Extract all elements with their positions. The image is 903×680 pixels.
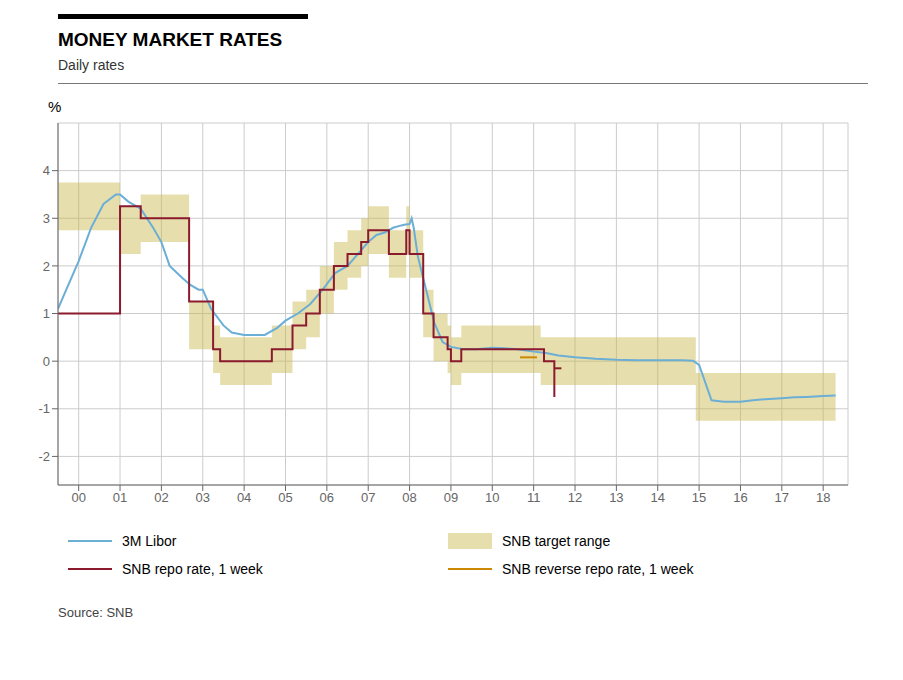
- svg-text:2: 2: [43, 259, 50, 274]
- svg-text:09: 09: [444, 490, 458, 505]
- html-text:SNB target range: SNB target range: [502, 533, 611, 549]
- html-text:Daily rates: Daily rates: [58, 57, 125, 73]
- svg-text:07: 07: [361, 490, 375, 505]
- svg-text:02: 02: [154, 490, 168, 505]
- svg-text:03: 03: [196, 490, 210, 505]
- svg-text:14: 14: [651, 490, 665, 505]
- svg-text:01: 01: [113, 490, 127, 505]
- svg-text:-2: -2: [38, 449, 50, 464]
- html-text:MONEY MARKET RATES: MONEY MARKET RATES: [58, 29, 283, 50]
- svg-text:0: 0: [43, 354, 50, 369]
- svg-text:18: 18: [816, 490, 830, 505]
- html-text:SNB reverse repo rate, 1 week: SNB reverse repo rate, 1 week: [502, 561, 694, 577]
- html-text:Source: SNB: Source: SNB: [58, 605, 134, 620]
- svg-text:10: 10: [485, 490, 499, 505]
- svg-text:17: 17: [775, 490, 789, 505]
- svg-text:05: 05: [278, 490, 292, 505]
- html-text:SNB repo rate, 1 week: SNB repo rate, 1 week: [122, 561, 263, 577]
- svg-text:4: 4: [43, 163, 50, 178]
- svg-text:1: 1: [43, 306, 50, 321]
- svg-text:06: 06: [320, 490, 334, 505]
- svg-text:-1: -1: [38, 401, 50, 416]
- svg-text:3: 3: [43, 211, 50, 226]
- svg-text:13: 13: [609, 490, 623, 505]
- svg-text:08: 08: [402, 490, 416, 505]
- svg-text:15: 15: [692, 490, 706, 505]
- svg-text:11: 11: [527, 490, 541, 505]
- svg-text:16: 16: [733, 490, 747, 505]
- svg-text:12: 12: [568, 490, 582, 505]
- svg-text:00: 00: [71, 490, 85, 505]
- svg-text:04: 04: [237, 490, 251, 505]
- html-text:3M Libor: 3M Libor: [122, 533, 177, 549]
